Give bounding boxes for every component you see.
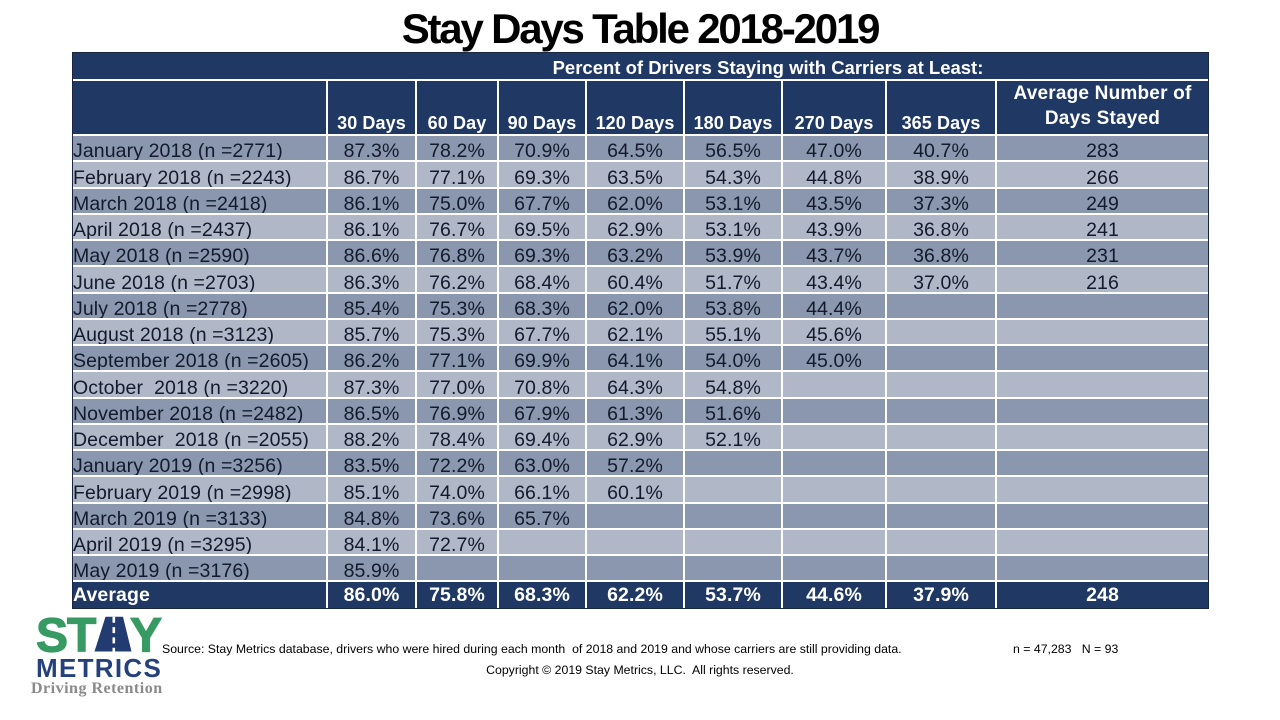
svg-text:Y: Y bbox=[130, 610, 162, 654]
svg-text:S: S bbox=[36, 610, 68, 654]
svg-text:T: T bbox=[67, 610, 96, 654]
